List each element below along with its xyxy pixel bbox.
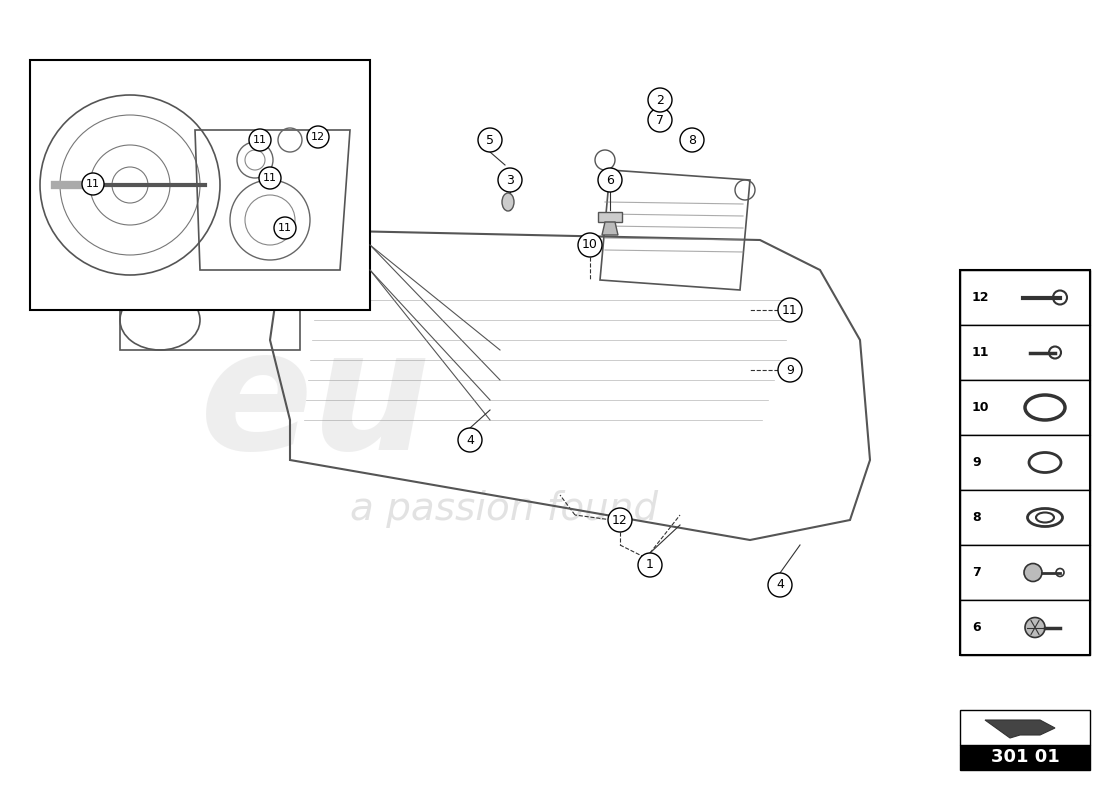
Text: 3: 3 [506, 174, 514, 186]
Text: 11: 11 [278, 223, 292, 233]
Text: 6: 6 [972, 621, 980, 634]
Circle shape [598, 168, 622, 192]
Circle shape [648, 88, 672, 112]
Circle shape [307, 126, 329, 148]
Text: 5: 5 [486, 134, 494, 146]
Text: 11: 11 [263, 173, 277, 183]
Circle shape [249, 129, 271, 151]
Bar [960, 380, 1090, 435]
Text: 4: 4 [466, 434, 474, 446]
Text: 1: 1 [646, 558, 653, 571]
Bar [960, 325, 1090, 380]
Polygon shape [598, 212, 622, 222]
Bar [960, 490, 1090, 545]
Text: 11: 11 [253, 135, 267, 145]
Text: 6: 6 [606, 174, 614, 186]
Text: 10: 10 [972, 401, 990, 414]
Text: 301 01: 301 01 [991, 749, 1059, 766]
FancyBboxPatch shape [30, 60, 370, 310]
Text: 10: 10 [582, 238, 598, 251]
Circle shape [578, 233, 602, 257]
Circle shape [638, 553, 662, 577]
Text: 7: 7 [656, 114, 664, 126]
Text: 12: 12 [311, 132, 326, 142]
Circle shape [1024, 563, 1042, 582]
Polygon shape [602, 222, 618, 235]
Text: 9: 9 [786, 363, 794, 377]
Ellipse shape [1036, 513, 1054, 522]
Text: 8: 8 [972, 511, 980, 524]
Text: 11: 11 [86, 179, 100, 189]
Bar [960, 710, 1090, 745]
Bar [960, 270, 1090, 325]
Text: 2: 2 [656, 94, 664, 106]
Ellipse shape [502, 193, 514, 211]
Text: 11: 11 [972, 346, 990, 359]
Text: a passion found: a passion found [350, 490, 658, 528]
Circle shape [680, 128, 704, 152]
Text: 11: 11 [782, 303, 797, 317]
Circle shape [498, 168, 522, 192]
Text: 12: 12 [972, 291, 990, 304]
Circle shape [768, 573, 792, 597]
Text: 8: 8 [688, 134, 696, 146]
Text: 9: 9 [972, 456, 980, 469]
Circle shape [778, 298, 802, 322]
Circle shape [458, 428, 482, 452]
Circle shape [258, 167, 280, 189]
Circle shape [778, 358, 802, 382]
Bar [960, 600, 1090, 655]
Text: 4: 4 [777, 578, 784, 591]
Polygon shape [984, 720, 1055, 738]
Circle shape [82, 173, 104, 195]
Text: eu: eu [200, 322, 431, 485]
Circle shape [478, 128, 502, 152]
Bar [960, 270, 1090, 655]
Bar [960, 545, 1090, 600]
Circle shape [648, 108, 672, 132]
Circle shape [274, 217, 296, 239]
Circle shape [1025, 618, 1045, 638]
Bar [960, 745, 1090, 770]
Circle shape [608, 508, 632, 532]
Text: 12: 12 [612, 514, 628, 526]
Bar [960, 435, 1090, 490]
Text: 7: 7 [972, 566, 981, 579]
